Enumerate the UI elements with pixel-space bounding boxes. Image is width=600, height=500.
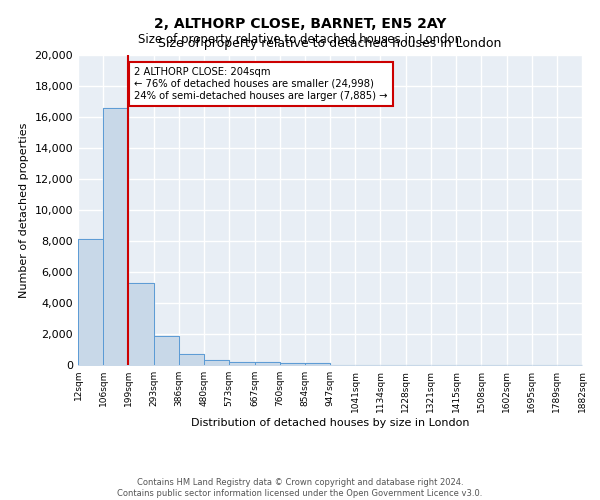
Text: Size of property relative to detached houses in London: Size of property relative to detached ho… [138, 32, 462, 46]
X-axis label: Distribution of detached houses by size in London: Distribution of detached houses by size … [191, 418, 469, 428]
Text: 2 ALTHORP CLOSE: 204sqm
← 76% of detached houses are smaller (24,998)
24% of sem: 2 ALTHORP CLOSE: 204sqm ← 76% of detache… [134, 68, 388, 100]
Text: Contains HM Land Registry data © Crown copyright and database right 2024.
Contai: Contains HM Land Registry data © Crown c… [118, 478, 482, 498]
Text: 2, ALTHORP CLOSE, BARNET, EN5 2AY: 2, ALTHORP CLOSE, BARNET, EN5 2AY [154, 18, 446, 32]
Y-axis label: Number of detached properties: Number of detached properties [19, 122, 29, 298]
Title: Size of property relative to detached houses in London: Size of property relative to detached ho… [158, 36, 502, 50]
